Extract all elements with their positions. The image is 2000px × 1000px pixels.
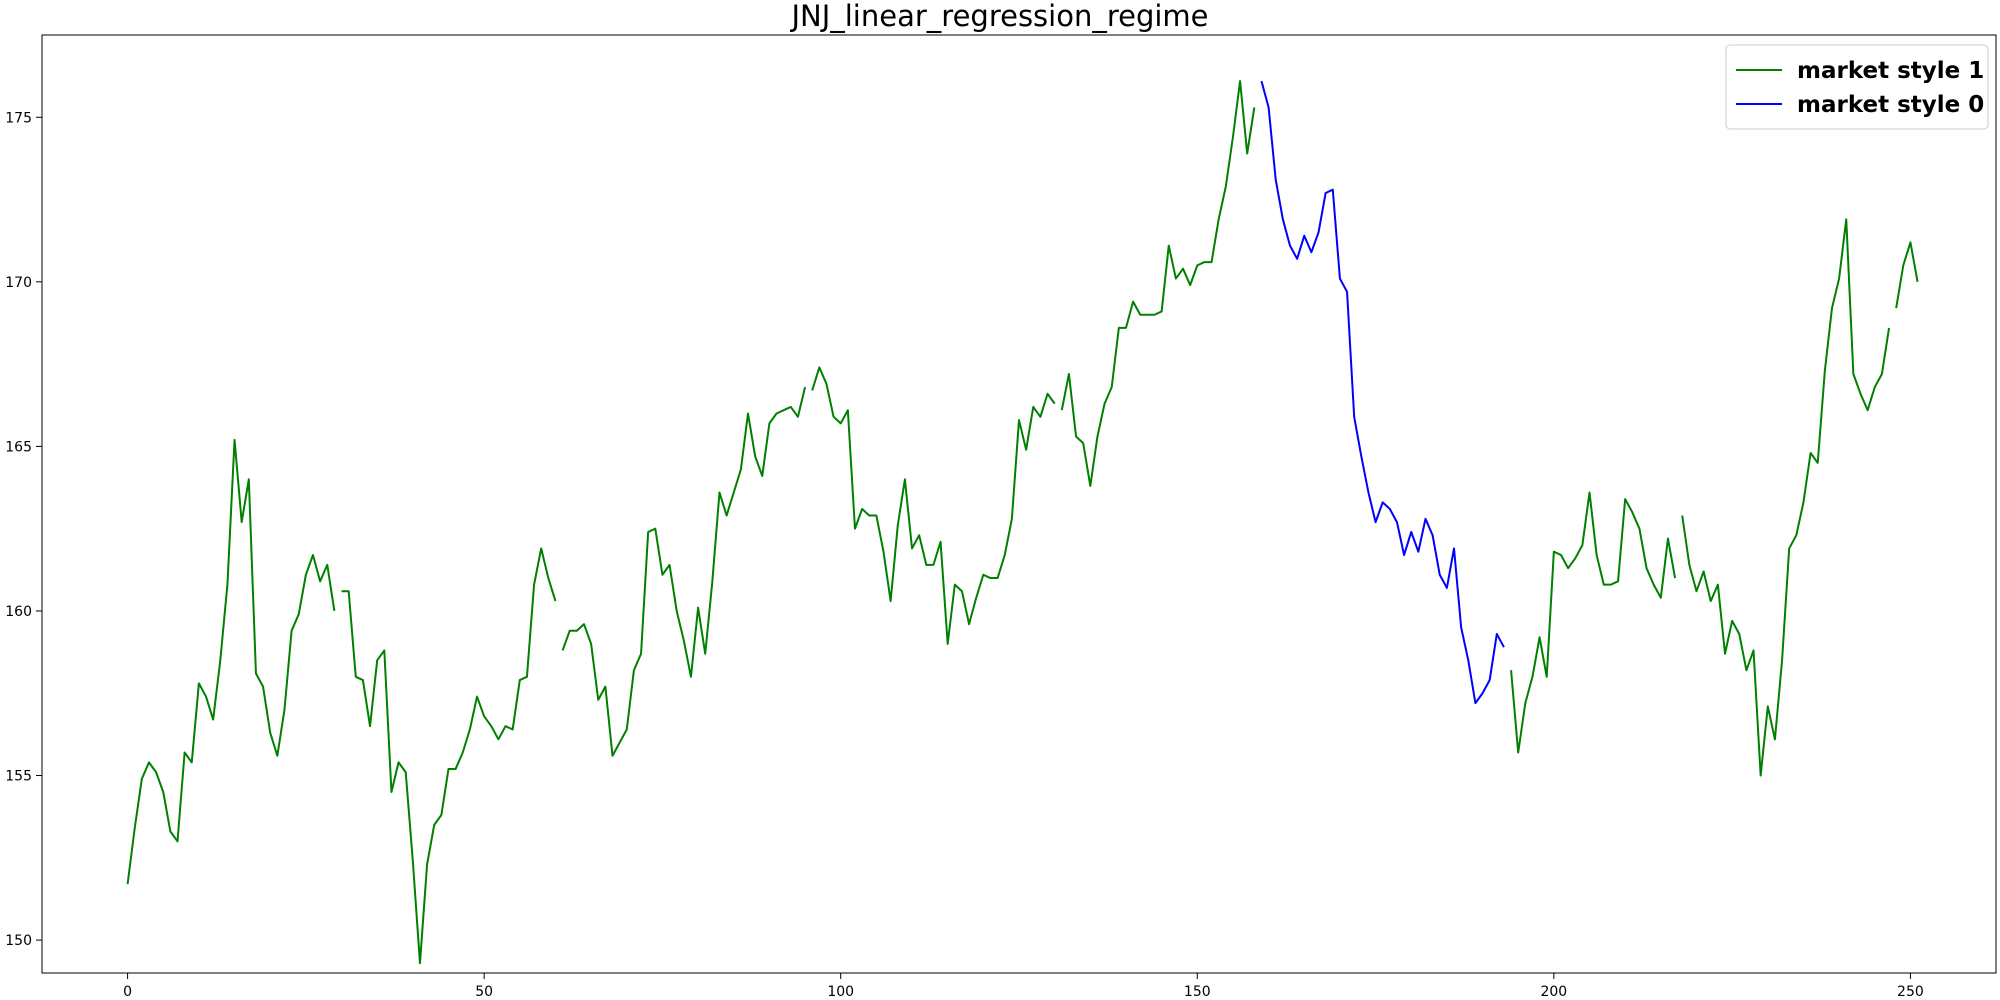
legend-box (1725, 44, 1989, 130)
plot-lines (126, 80, 1919, 965)
y-axis: 150 155 160 165 170 175 (5, 110, 42, 949)
y-tick-label-2: 160 (5, 604, 32, 620)
y-tick-label-4: 170 (5, 275, 32, 291)
y-tick-label-0: 150 (5, 933, 32, 949)
x-tick-label-5: 250 (1897, 984, 1924, 1000)
series-0-segment-7 (1895, 241, 1919, 309)
series-0-segment-5 (1510, 491, 1677, 754)
x-tick-label-3: 150 (1184, 984, 1211, 1000)
series-0-segment-3 (811, 366, 1056, 645)
legend: market style 1 market style 0 (1725, 44, 1989, 130)
legend-label-1: market style 0 (1797, 92, 1984, 118)
x-tick-label-4: 200 (1540, 984, 1567, 1000)
series-0-segment-1 (341, 547, 557, 965)
series-0-segment-2 (561, 386, 807, 757)
plot-frame (41, 34, 1997, 974)
series-0-segment-0 (126, 438, 336, 885)
x-tick-label-2: 100 (827, 984, 854, 1000)
y-tick-label-3: 165 (5, 439, 32, 455)
series-0-segment-6 (1681, 218, 1891, 777)
x-axis: 0 50 100 150 200 250 (123, 973, 1924, 1000)
y-tick-label-5: 175 (5, 110, 32, 126)
x-tick-label-1: 50 (475, 984, 493, 1000)
legend-label-0: market style 1 (1797, 58, 1984, 84)
chart-title: JNJ_linear_regression_regime (791, 0, 1209, 33)
series-1-segment-0 (1260, 80, 1505, 705)
series-0-segment-4 (1060, 80, 1256, 487)
y-tick-label-1: 155 (5, 769, 32, 785)
x-tick-label-0: 0 (123, 984, 132, 1000)
